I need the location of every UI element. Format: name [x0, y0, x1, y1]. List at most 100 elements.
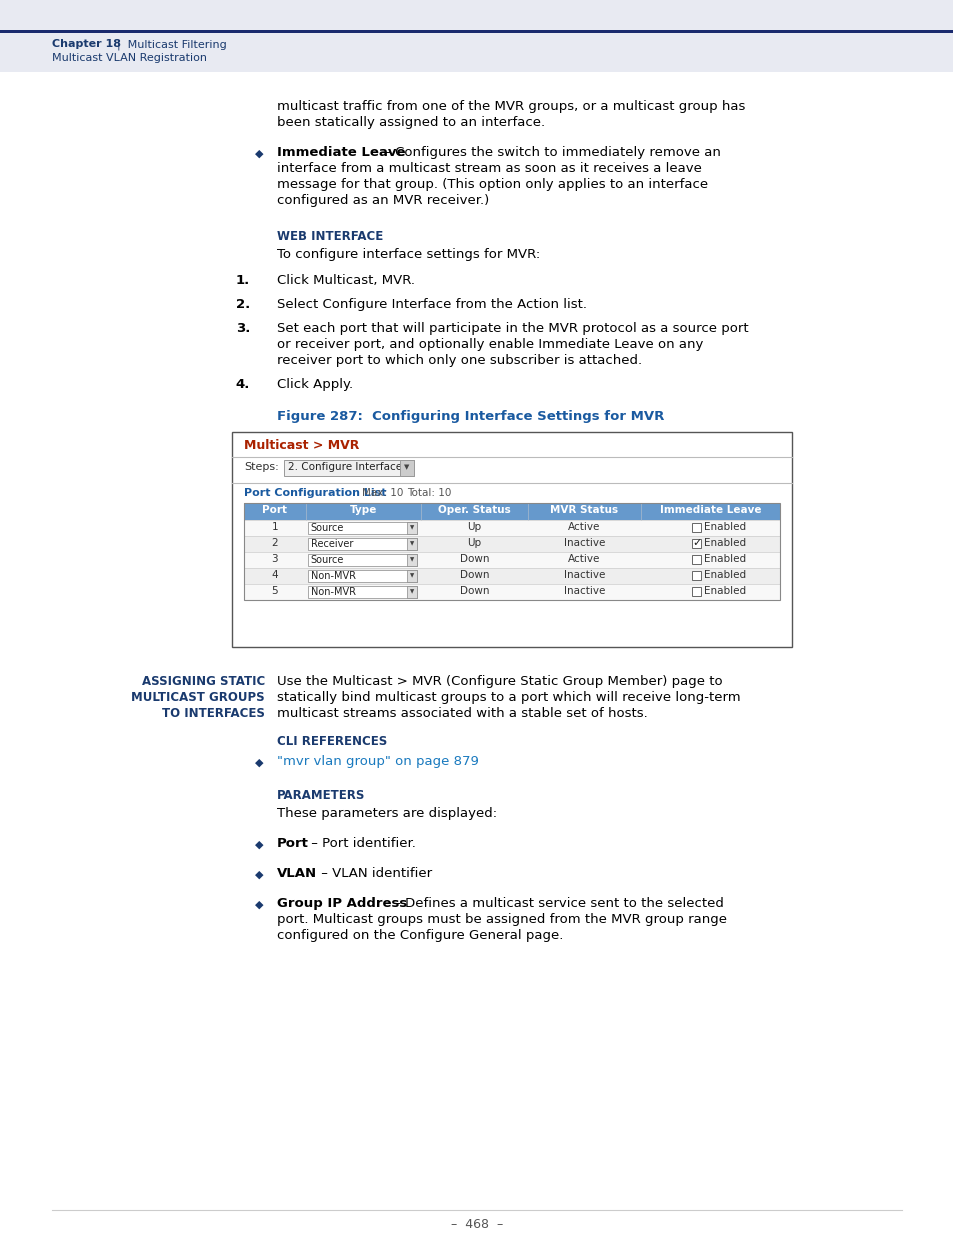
Text: Down: Down: [459, 585, 489, 597]
Bar: [406, 585, 416, 598]
Text: 1.: 1.: [235, 274, 250, 287]
Text: 2.: 2.: [235, 298, 250, 311]
Text: ✓: ✓: [692, 538, 701, 548]
Text: Click Apply.: Click Apply.: [276, 378, 353, 391]
Text: Inactive: Inactive: [563, 538, 604, 548]
Text: Oper. Status: Oper. Status: [437, 505, 510, 515]
Text: ◆: ◆: [254, 840, 263, 850]
Bar: [692, 555, 700, 564]
Text: Active: Active: [568, 555, 600, 564]
Text: Enabled: Enabled: [703, 538, 745, 548]
Text: Use the Multicast > MVR (Configure Static Group Member) page to: Use the Multicast > MVR (Configure Stati…: [276, 676, 721, 688]
Text: Multicast > MVR: Multicast > MVR: [244, 438, 359, 452]
Text: ◆: ◆: [254, 758, 263, 768]
Text: 3: 3: [272, 555, 278, 564]
Text: Non-MVR: Non-MVR: [311, 587, 355, 597]
Text: These parameters are displayed:: These parameters are displayed:: [276, 806, 497, 820]
Text: ▼: ▼: [410, 589, 414, 594]
Bar: [232, 432, 791, 647]
Text: message for that group. (This option only applies to an interface: message for that group. (This option onl…: [276, 178, 707, 191]
Text: Steps:: Steps:: [244, 462, 278, 472]
Text: ▼: ▼: [403, 464, 409, 471]
Text: Receiver: Receiver: [311, 538, 353, 550]
Text: Total: 10: Total: 10: [407, 488, 451, 498]
Text: Port: Port: [262, 505, 287, 515]
Text: Set each port that will participate in the MVR protocol as a source port: Set each port that will participate in t…: [276, 322, 748, 335]
Bar: [307, 555, 416, 566]
Text: Select Configure Interface from the Action list.: Select Configure Interface from the Acti…: [276, 298, 586, 311]
Text: "mvr vlan group" on page 879: "mvr vlan group" on page 879: [276, 755, 478, 768]
Text: To configure interface settings for MVR:: To configure interface settings for MVR:: [276, 248, 539, 261]
Bar: [406, 555, 416, 566]
Text: ASSIGNING STATIC: ASSIGNING STATIC: [142, 676, 265, 688]
Text: Enabled: Enabled: [703, 555, 745, 564]
Text: 4: 4: [272, 571, 278, 580]
Text: – Defines a multicast service sent to the selected: – Defines a multicast service sent to th…: [390, 897, 723, 910]
Bar: [692, 538, 700, 548]
Text: Max: 10: Max: 10: [361, 488, 403, 498]
Text: 2: 2: [272, 538, 278, 548]
Bar: [307, 538, 416, 550]
Text: |  Multicast Filtering: | Multicast Filtering: [110, 40, 227, 49]
Bar: [244, 503, 780, 520]
Text: PARAMETERS: PARAMETERS: [276, 789, 365, 802]
Text: – VLAN identifier: – VLAN identifier: [316, 867, 432, 881]
Text: – Port identifier.: – Port identifier.: [307, 837, 416, 850]
Bar: [244, 584, 780, 600]
Text: ▼: ▼: [410, 557, 414, 562]
Text: configured as an MVR receiver.): configured as an MVR receiver.): [276, 194, 489, 207]
Text: Chapter 18: Chapter 18: [52, 40, 121, 49]
Text: ◆: ◆: [254, 900, 263, 910]
Bar: [406, 538, 416, 550]
Bar: [692, 587, 700, 597]
Text: Up: Up: [467, 538, 481, 548]
Text: configured on the Configure General page.: configured on the Configure General page…: [276, 929, 563, 942]
Text: been statically assigned to an interface.: been statically assigned to an interface…: [276, 116, 544, 128]
Text: 4.: 4.: [235, 378, 250, 391]
Text: Enabled: Enabled: [703, 522, 745, 532]
Text: Group IP Address: Group IP Address: [276, 897, 407, 910]
Text: CLI REFERENCES: CLI REFERENCES: [276, 735, 387, 748]
Bar: [244, 520, 780, 536]
Text: VLAN: VLAN: [276, 867, 316, 881]
Text: Immediate Leave: Immediate Leave: [276, 146, 405, 159]
Bar: [692, 571, 700, 580]
Bar: [307, 522, 416, 534]
Text: ▼: ▼: [410, 525, 414, 530]
Text: receiver port to which only one subscriber is attached.: receiver port to which only one subscrib…: [276, 354, 641, 367]
Text: interface from a multicast stream as soon as it receives a leave: interface from a multicast stream as soo…: [276, 162, 701, 175]
Text: Port: Port: [276, 837, 309, 850]
Bar: [284, 459, 414, 475]
Text: or receiver port, and optionally enable Immediate Leave on any: or receiver port, and optionally enable …: [276, 338, 702, 351]
Bar: [307, 571, 416, 582]
Text: 1: 1: [272, 522, 278, 532]
Text: Source: Source: [311, 522, 344, 534]
Bar: [307, 585, 416, 598]
Text: –  468  –: – 468 –: [451, 1218, 502, 1231]
Text: Immediate Leave: Immediate Leave: [659, 505, 760, 515]
Text: ▼: ▼: [410, 573, 414, 578]
Text: Type: Type: [349, 505, 376, 515]
Text: port. Multicast groups must be assigned from the MVR group range: port. Multicast groups must be assigned …: [276, 913, 726, 926]
Text: Multicast VLAN Registration: Multicast VLAN Registration: [52, 53, 207, 63]
Text: TO INTERFACES: TO INTERFACES: [162, 706, 265, 720]
Text: Inactive: Inactive: [563, 571, 604, 580]
Text: ◆: ◆: [254, 149, 263, 159]
Text: MVR Status: MVR Status: [550, 505, 618, 515]
Text: Click Multicast, MVR.: Click Multicast, MVR.: [276, 274, 415, 287]
Text: Inactive: Inactive: [563, 585, 604, 597]
Bar: [406, 522, 416, 534]
Text: Enabled: Enabled: [703, 571, 745, 580]
Text: ◆: ◆: [254, 869, 263, 881]
Bar: [692, 522, 700, 532]
Text: 2. Configure Interface: 2. Configure Interface: [288, 462, 402, 472]
Bar: [244, 503, 780, 600]
Text: Active: Active: [568, 522, 600, 532]
Text: Non-MVR: Non-MVR: [311, 571, 355, 580]
Text: Down: Down: [459, 571, 489, 580]
Bar: [0, 0, 953, 72]
Text: 5: 5: [272, 585, 278, 597]
Text: multicast streams associated with a stable set of hosts.: multicast streams associated with a stab…: [276, 706, 647, 720]
Text: Down: Down: [459, 555, 489, 564]
Text: Figure 287:  Configuring Interface Settings for MVR: Figure 287: Configuring Interface Settin…: [276, 410, 663, 424]
